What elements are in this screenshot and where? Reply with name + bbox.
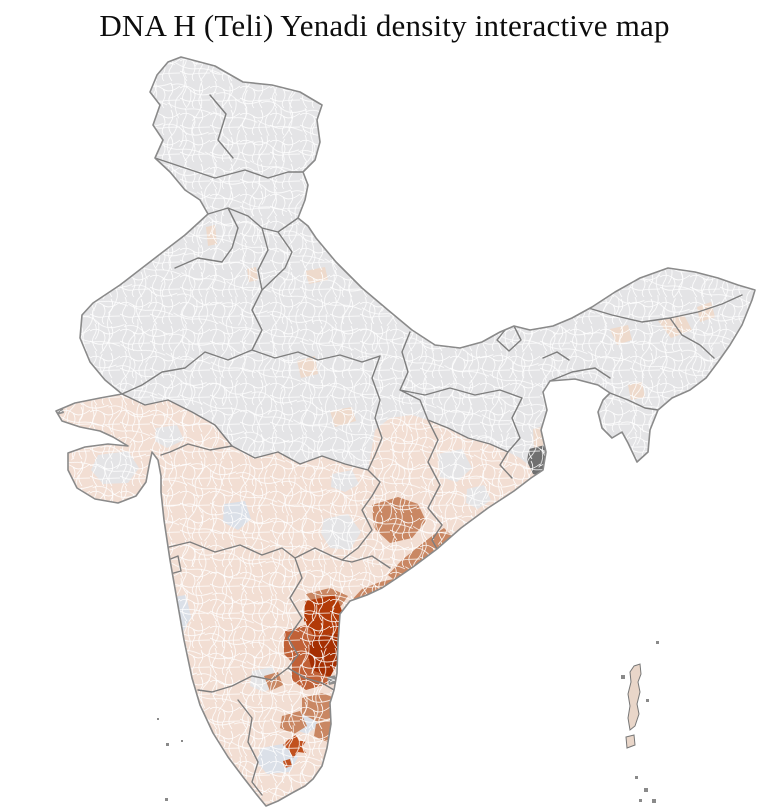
district-borders-mesh-b	[56, 57, 755, 806]
andaman-main-island[interactable]	[627, 663, 642, 731]
lakshadweep-islets	[157, 718, 183, 801]
page-title: DNA H (Teli) Yenadi density interactive …	[99, 8, 670, 43]
country-outline	[55, 56, 756, 807]
state-borders	[121, 94, 743, 796]
andaman-small-island[interactable]	[625, 734, 636, 749]
andaman-nicobar-islands[interactable]	[621, 641, 659, 803]
